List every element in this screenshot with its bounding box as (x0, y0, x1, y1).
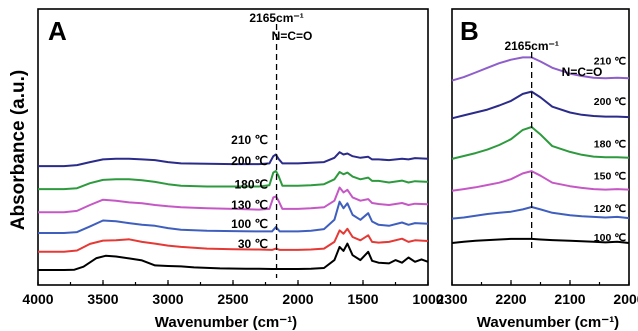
series-a-5 (38, 151, 429, 168)
series-label-a-3: 180℃ (235, 177, 269, 191)
series-b-1 (451, 206, 630, 220)
x-tick-label-2200: 2200 (495, 291, 526, 307)
panel-a-annotation-wavenumber: 2165cm⁻¹ (249, 11, 303, 25)
panel-a: 4000 3500 3000 2500 2000 1500 1000 30 ℃ 100 ℃ 13… (8, 8, 444, 331)
series-a-2 (38, 200, 429, 234)
panel-a-x-axis-label: Wavenumber (cm⁻¹) (155, 314, 297, 331)
series-label-a-0: 30 ℃ (238, 237, 268, 251)
series-label-b-2: 150 ℃ (594, 171, 626, 183)
series-label-a-2: 130 ℃ (231, 198, 268, 212)
x-tick-label-3500: 3500 (87, 291, 118, 307)
series-label-b-5: 210 ℃ (594, 55, 626, 67)
x-tick-label-2000: 2000 (282, 291, 313, 307)
series-b-0 (451, 237, 630, 244)
x-tick-label-1000: 1000 (412, 291, 443, 307)
x-tick-label-2000: 2000 (613, 291, 638, 307)
series-label-b-4: 200 ℃ (594, 96, 626, 108)
series-b-3 (451, 126, 630, 160)
panel-b: 2300 2200 2100 2000 100 ℃ 120 ℃ 150 ℃ 180 ℃ 200… (436, 8, 638, 331)
series-a-0 (38, 242, 429, 271)
panel-a-annotation-group: N=C=O (272, 29, 313, 43)
panel-a-x-ticks: 4000 3500 3000 2500 2000 1500 1000 (22, 280, 444, 307)
series-label-b-0: 100 ℃ (594, 232, 626, 244)
series-label-a-4: 200 ℃ (231, 154, 268, 168)
series-a-4 (38, 170, 429, 191)
panel-a-series (38, 151, 429, 271)
panel-a-series-labels: 30 ℃ 100 ℃ 130 ℃ 180℃ 200 ℃ 210 ℃ (231, 133, 268, 251)
panel-b-annotation-wavenumber: 2165cm⁻¹ (504, 39, 558, 53)
x-tick-label-1500: 1500 (347, 291, 378, 307)
x-tick-label-2500: 2500 (217, 291, 248, 307)
panel-b-series (451, 56, 630, 244)
panel-b-x-axis-label: Wavenumber (cm⁻¹) (477, 314, 619, 331)
x-tick-label-4000: 4000 (22, 291, 53, 307)
series-label-b-3: 180 ℃ (594, 139, 626, 151)
series-label-a-1: 100 ℃ (231, 217, 268, 231)
x-tick-label-2100: 2100 (554, 291, 585, 307)
panel-b-annotation-group: N=C=O (562, 65, 603, 79)
panel-b-series-labels: 100 ℃ 120 ℃ 150 ℃ 180 ℃ 200 ℃ 210 ℃ (594, 55, 626, 244)
panel-b-letter: B (460, 16, 479, 46)
series-b-5 (451, 56, 630, 82)
series-label-a-5: 210 ℃ (231, 133, 268, 147)
series-label-b-1: 120 ℃ (594, 203, 626, 215)
series-a-1 (38, 227, 429, 253)
series-a-3 (38, 186, 429, 214)
panel-b-x-ticks: 2300 2200 2100 2000 (436, 280, 638, 307)
series-b-2 (451, 170, 630, 192)
series-b-4 (451, 90, 630, 120)
panel-a-letter: A (48, 16, 67, 46)
x-tick-label-2300: 2300 (436, 291, 467, 307)
x-tick-label-3000: 3000 (152, 291, 183, 307)
panel-a-y-axis-label: Absorbance (a.u.) (8, 70, 29, 230)
